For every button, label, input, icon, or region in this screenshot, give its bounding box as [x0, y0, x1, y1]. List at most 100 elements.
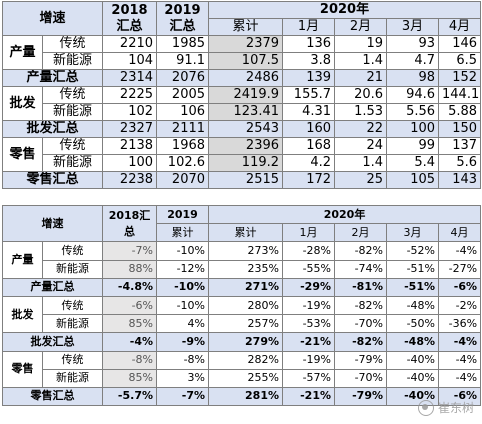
subheader-cell: 4月 — [437, 223, 482, 243]
value-cell: -50% — [386, 314, 439, 334]
value-cell: -82% — [334, 332, 387, 352]
value-cell: -5.7% — [102, 386, 157, 407]
value-cell: -52% — [386, 241, 439, 261]
value-cell: 85% — [102, 368, 157, 388]
value-cell: 5.88 — [438, 103, 482, 121]
subheader-cell: 4月 — [438, 18, 482, 36]
value-cell: -55% — [282, 259, 335, 279]
col-2020: 2020年 — [207, 204, 482, 225]
value-cell: 281% — [208, 386, 283, 407]
row-label: 传统 — [41, 35, 104, 53]
value-cell: -4% — [102, 332, 157, 352]
group-label: 批发 — [2, 295, 43, 334]
value-cell: 255% — [208, 368, 283, 388]
subheader-cell: 2月 — [334, 223, 387, 243]
table-row: 新能源 100 102.6 119.2 4.2 1.4 5.4 5.6 — [3, 154, 482, 172]
value-cell: -7% — [156, 386, 209, 407]
row-label: 传统 — [42, 241, 103, 261]
table-row: 新能源 88% -12% 235% -55% -74% -51% -27% — [3, 259, 482, 279]
value-cell: 139 — [282, 69, 336, 87]
subheader-cell: 累计 — [208, 18, 284, 36]
value-cell: 6.5 — [438, 52, 482, 70]
summary-label: 产量汇总 — [1, 69, 104, 87]
value-cell: 282% — [208, 350, 283, 370]
value-cell: 91.1 — [156, 52, 210, 70]
value-cell: 1.4 — [334, 52, 388, 70]
value-cell: 280% — [208, 295, 283, 316]
value-cell: 2543 — [208, 120, 284, 138]
value-cell: 1.53 — [334, 103, 388, 121]
summary-row: 批发汇总 2327 2111 2543 160 22 100 150 — [1, 120, 482, 138]
value-cell: 21 — [334, 69, 388, 87]
value-cell: -9% — [156, 332, 209, 352]
value-cell: -28% — [282, 241, 335, 261]
col-2019: 2019 — [156, 204, 209, 225]
group-label: 零售 — [2, 137, 43, 172]
col-2018: 2018汇总 — [102, 1, 158, 36]
value-cell: 1968 — [156, 137, 210, 155]
value-cell: -8% — [102, 350, 157, 370]
subheader-cell: 3月 — [386, 223, 439, 243]
value-cell: 168 — [282, 137, 336, 155]
value-cell: 143 — [438, 171, 482, 189]
row-label: 新能源 — [42, 314, 103, 334]
value-cell: 150 — [438, 120, 482, 138]
value-cell: -21% — [282, 332, 335, 352]
value-cell: 1.4 — [334, 154, 388, 172]
value-cell: 98 — [386, 69, 440, 87]
row-label: 传统 — [42, 350, 103, 370]
value-cell: -51% — [386, 259, 439, 279]
value-cell: -51% — [386, 277, 439, 297]
value-cell: 4.2 — [282, 154, 336, 172]
subheader-cell: 3月 — [386, 18, 440, 36]
value-cell: 2379 — [208, 35, 284, 53]
value-cell: 93 — [386, 35, 440, 53]
value-cell: 24 — [334, 137, 388, 155]
value-cell: 100 — [386, 120, 440, 138]
value-cell: -4% — [437, 241, 482, 261]
value-cell: 2327 — [102, 120, 158, 138]
value-cell: 160 — [282, 120, 336, 138]
summary-row: 产量汇总 2314 2076 2486 139 21 98 152 — [1, 69, 482, 87]
volume-table: 增速 2018汇总 2019汇总 2020年 累计 1月 2月 3月 4月 产量 传统 2210 198… — [1, 1, 482, 189]
row-label: 新能源 — [41, 103, 104, 121]
value-cell: -19% — [282, 350, 335, 370]
table-row: 新能源 102 106 123.41 4.31 1.53 5.56 5.88 — [3, 103, 482, 121]
value-cell: 20.6 — [334, 86, 388, 104]
value-cell: -12% — [156, 259, 209, 279]
summary-row: 零售汇总 -5.7% -7% 281% -21% -79% -40% -6% — [2, 386, 482, 407]
row-label: 新能源 — [42, 259, 103, 279]
summary-label: 零售汇总 — [1, 171, 104, 189]
summary-row: 零售汇总 2238 2070 2515 172 25 105 143 — [1, 171, 482, 189]
summary-label: 零售汇总 — [2, 386, 103, 407]
value-cell: -79% — [334, 350, 387, 370]
value-cell: 2076 — [156, 69, 210, 87]
watermark-text: 崔东树 — [437, 401, 474, 415]
value-cell: 172 — [282, 171, 336, 189]
col-2020: 2020年 — [208, 1, 482, 19]
value-cell: 279% — [208, 332, 283, 352]
table-row: 零售 传统 -8% -8% 282% -19% -79% -40% -4% — [2, 350, 482, 388]
col-2018: 2018汇总 — [102, 204, 157, 243]
value-cell: 119.2 — [208, 154, 284, 172]
value-cell: 99 — [386, 137, 440, 155]
value-cell: 146 — [438, 35, 482, 53]
value-cell: -48% — [386, 332, 439, 352]
value-cell: -4.8% — [102, 277, 157, 297]
watermark: 崔东树 — [417, 399, 474, 416]
row-label: 新能源 — [41, 154, 104, 172]
value-cell: -4% — [437, 368, 482, 388]
value-cell: -4% — [437, 350, 482, 370]
value-cell: 107.5 — [208, 52, 284, 70]
value-cell: 102 — [102, 103, 158, 121]
table-row: 新能源 85% 4% 257% -53% -70% -50% -36% — [3, 314, 482, 334]
value-cell: 257% — [208, 314, 283, 334]
value-cell: 136 — [282, 35, 336, 53]
value-cell: 137 — [438, 137, 482, 155]
summary-label: 批发汇总 — [1, 120, 104, 138]
wechat-icon — [417, 399, 434, 416]
subheader-cell: 1月 — [282, 223, 335, 243]
value-cell: -6% — [437, 277, 482, 297]
table-row: 零售 传统 2138 1968 2396 168 24 99 137 — [2, 137, 482, 172]
value-cell: 144.1 — [438, 86, 482, 104]
